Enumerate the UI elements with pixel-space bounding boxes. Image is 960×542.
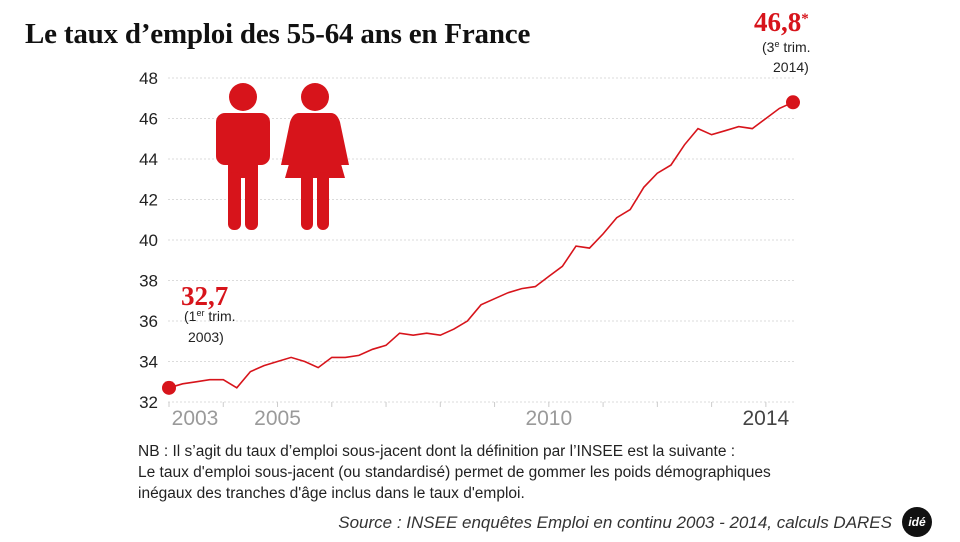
note: NB : Il s’agit du taux d’emploi sous-jac… xyxy=(138,441,771,504)
start-value-label: 32,7 xyxy=(181,281,228,311)
start-point xyxy=(162,380,176,395)
y-tick-label: 32 xyxy=(139,393,158,412)
data-points xyxy=(162,95,800,395)
y-tick-label: 34 xyxy=(139,353,158,372)
end-point xyxy=(786,95,800,110)
note-line-3: inégaux des tranches d'âge inclus dans l… xyxy=(138,485,525,502)
end-period-label: (3e trim. xyxy=(762,39,811,55)
chart-title: Le taux d’emploi des 55-64 ans en France xyxy=(25,18,531,50)
y-tick-label: 36 xyxy=(139,312,158,331)
x-tick-label: 2003 xyxy=(172,407,219,430)
ide-logo: idé xyxy=(902,507,932,537)
end-value-label: 46,8* xyxy=(754,7,809,37)
gridlines xyxy=(168,77,795,403)
x-tick-label: 2014 xyxy=(743,407,790,430)
y-axis: 32 34 36 38 40 42 44 46 48 xyxy=(139,69,158,412)
man-icon xyxy=(216,83,270,230)
end-year-label: 2014) xyxy=(773,59,809,75)
y-tick-label: 46 xyxy=(139,110,158,129)
data-line xyxy=(168,101,794,389)
start-year-label: 2003) xyxy=(188,329,224,345)
y-tick-label: 40 xyxy=(139,231,158,250)
y-tick-label: 42 xyxy=(139,191,158,210)
start-period-label: (1er trim. xyxy=(184,308,236,324)
y-tick-label: 48 xyxy=(139,69,158,88)
x-tick-label: 2005 xyxy=(254,407,301,430)
y-tick-label: 38 xyxy=(139,272,158,291)
woman-icon xyxy=(281,83,349,230)
note-line-1: NB : Il s’agit du taux d’emploi sous-jac… xyxy=(138,443,736,460)
x-tick-label: 2010 xyxy=(525,407,572,430)
note-line-2: Le taux d'emploi sous-jacent (ou standar… xyxy=(138,464,771,481)
y-tick-label: 44 xyxy=(139,150,158,169)
x-axis: 2003 2005 2010 2014 xyxy=(168,402,790,430)
source-note: Source : INSEE enquêtes Emploi en contin… xyxy=(338,513,892,532)
